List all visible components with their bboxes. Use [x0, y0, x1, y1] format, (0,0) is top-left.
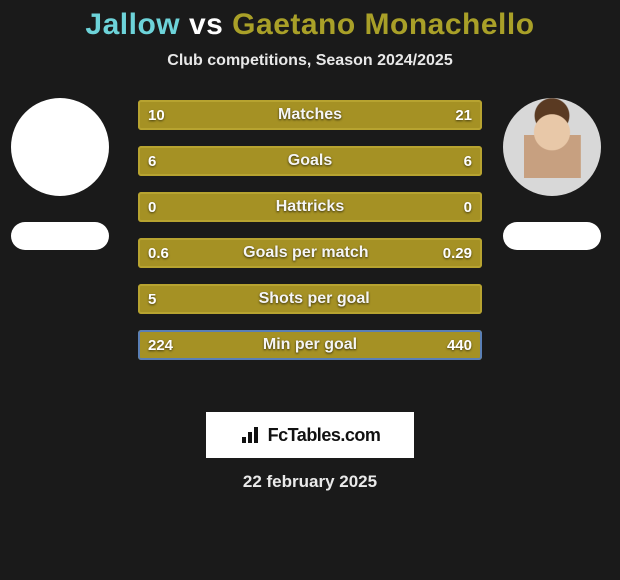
stat-label: Min per goal	[263, 336, 357, 354]
comparison-infographic: Jallow vs Gaetano Monachello Club compet…	[0, 0, 620, 580]
stat-values: 0 Hattricks 0	[138, 192, 482, 222]
stat-value-left: 6	[148, 153, 156, 170]
stat-rows: 10 Matches 21 6 Goals 6 0 Hattricks 0 0.6 Goals pe…	[138, 100, 482, 360]
stat-values: 6 Goals 6	[138, 146, 482, 176]
stat-label: Shots per goal	[259, 290, 370, 308]
stat-row: 0 Hattricks 0	[138, 192, 482, 222]
player-right-column	[492, 98, 612, 250]
stat-values: 10 Matches 21	[138, 100, 482, 130]
title-left: Jallow	[85, 8, 180, 41]
stat-label: Goals	[288, 152, 332, 170]
player-left-avatar	[11, 98, 109, 196]
stat-value-right: 6	[464, 153, 472, 170]
player-right-badge	[503, 222, 601, 250]
stat-row: 6 Goals 6	[138, 146, 482, 176]
stat-value-left: 224	[148, 337, 173, 354]
stat-row: 0.6 Goals per match 0.29	[138, 238, 482, 268]
player-right-avatar	[503, 98, 601, 196]
stat-value-left: 0	[148, 199, 156, 216]
stat-label: Hattricks	[276, 198, 344, 216]
player-left-column	[0, 98, 120, 250]
stat-row: 224 Min per goal 440	[138, 330, 482, 360]
logo-icon	[240, 425, 262, 445]
stat-value-right: 0.29	[443, 245, 472, 262]
stat-value-left: 0.6	[148, 245, 169, 262]
stat-value-right: 440	[447, 337, 472, 354]
logo-text: FcTables.com	[268, 425, 381, 446]
date-text: 22 february 2025	[0, 472, 620, 492]
stat-label: Matches	[278, 106, 342, 124]
logo-box: FcTables.com	[206, 412, 414, 458]
chart-area: 10 Matches 21 6 Goals 6 0 Hattricks 0 0.6 Goals pe…	[0, 98, 620, 388]
subtitle: Club competitions, Season 2024/2025	[0, 52, 620, 70]
title-vs: vs	[180, 8, 232, 41]
stat-values: 224 Min per goal 440	[138, 330, 482, 360]
stat-row: 10 Matches 21	[138, 100, 482, 130]
page-title: Jallow vs Gaetano Monachello	[0, 8, 620, 42]
stat-value-right: 21	[455, 107, 472, 124]
stat-row: 5 Shots per goal	[138, 284, 482, 314]
stat-values: 5 Shots per goal	[138, 284, 482, 314]
title-right: Gaetano Monachello	[232, 8, 534, 41]
stat-value-right: 0	[464, 199, 472, 216]
stat-value-left: 5	[148, 291, 156, 308]
stat-value-left: 10	[148, 107, 165, 124]
stat-label: Goals per match	[243, 244, 368, 262]
player-left-badge	[11, 222, 109, 250]
stat-values: 0.6 Goals per match 0.29	[138, 238, 482, 268]
